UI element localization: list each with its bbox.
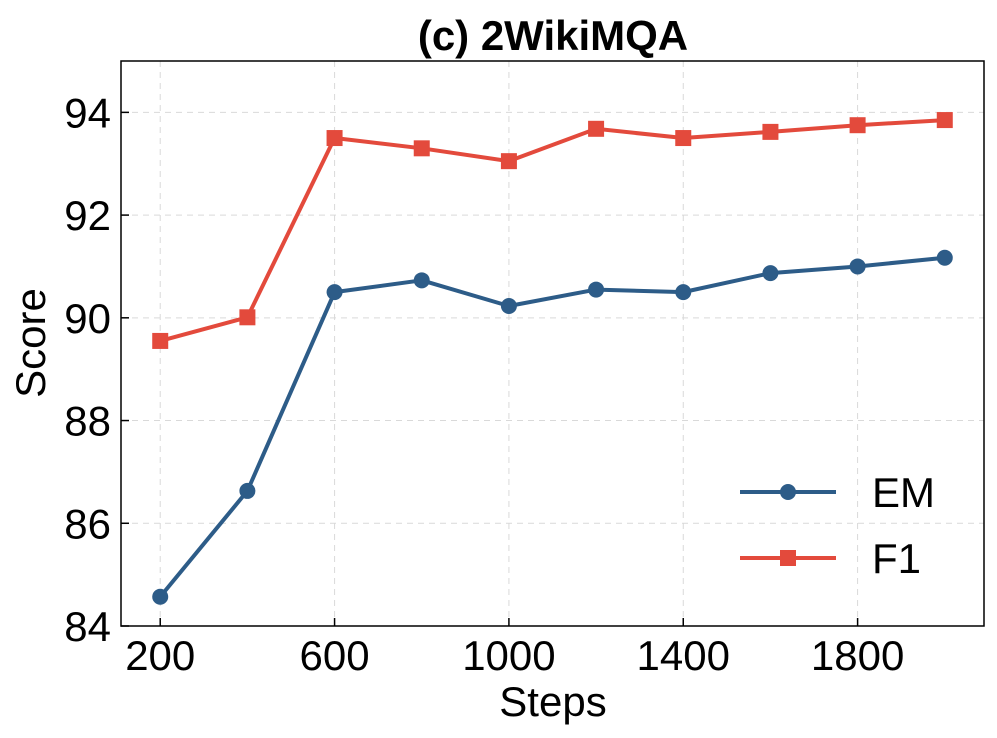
data-point-em bbox=[500, 298, 517, 315]
data-point-f1 bbox=[326, 130, 343, 147]
data-point-em bbox=[588, 281, 605, 298]
x-tick-label: 1400 bbox=[637, 632, 730, 679]
data-point-f1 bbox=[239, 309, 256, 326]
plot-frame bbox=[120, 60, 985, 627]
y-tick-label: 88 bbox=[64, 398, 111, 445]
data-point-em bbox=[413, 272, 430, 289]
data-point-f1 bbox=[500, 153, 517, 170]
y-tick-label: 90 bbox=[64, 295, 111, 342]
data-point-em bbox=[239, 482, 256, 499]
data-point-em bbox=[152, 588, 169, 605]
x-tick-label: 600 bbox=[300, 632, 370, 679]
data-point-f1 bbox=[936, 112, 953, 129]
axis-ticks: 200 600 1000 1400 1800 84 86 88 90 92 94 bbox=[64, 89, 904, 679]
legend-marker-f1 bbox=[780, 550, 796, 566]
legend-label-em: EM bbox=[872, 469, 935, 516]
legend-marker-em bbox=[780, 484, 796, 500]
legend-label-f1: F1 bbox=[872, 535, 921, 582]
plot-area bbox=[152, 112, 953, 605]
x-axis-label: Steps bbox=[499, 678, 606, 725]
data-point-f1 bbox=[675, 130, 692, 147]
data-point-em bbox=[849, 258, 866, 275]
data-point-em bbox=[675, 284, 692, 301]
data-point-em bbox=[936, 249, 953, 266]
y-tick-label: 94 bbox=[64, 89, 111, 136]
data-point-f1 bbox=[849, 117, 866, 134]
series-line-em bbox=[158, 255, 945, 598]
x-tick-label: 1800 bbox=[811, 632, 904, 679]
data-point-f1 bbox=[762, 123, 779, 140]
data-point-f1 bbox=[152, 332, 169, 349]
series-line-f1 bbox=[159, 118, 945, 343]
chart-title: (c) 2WikiMQA bbox=[418, 12, 688, 59]
y-tick-label: 86 bbox=[64, 500, 111, 547]
y-tick-label: 84 bbox=[64, 603, 111, 650]
x-tick-label: 200 bbox=[125, 632, 195, 679]
legend: EM F1 bbox=[740, 469, 935, 582]
data-point-f1 bbox=[413, 140, 430, 157]
y-tick-label: 92 bbox=[64, 192, 111, 239]
y-axis-label: Score bbox=[7, 288, 54, 398]
data-point-f1 bbox=[588, 120, 605, 137]
data-point-em bbox=[326, 284, 343, 301]
data-point-em bbox=[762, 265, 779, 282]
x-tick-label: 1000 bbox=[462, 632, 555, 679]
